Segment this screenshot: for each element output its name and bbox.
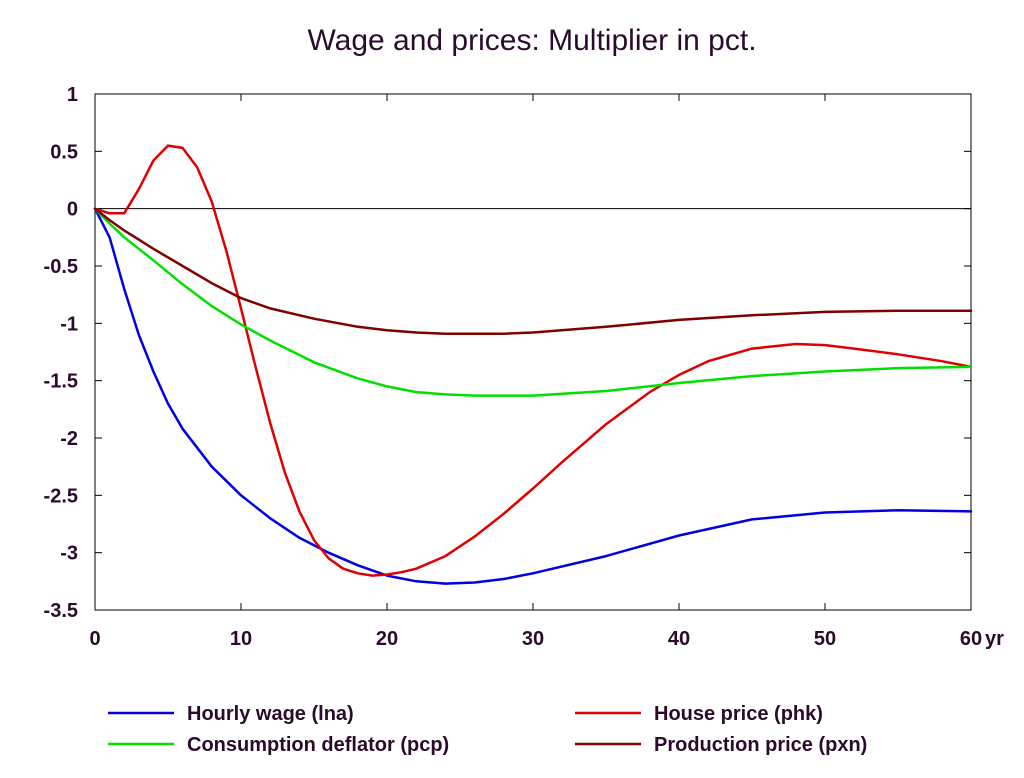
x-tick-label: 50 xyxy=(814,628,836,650)
series-line-3 xyxy=(93,207,973,397)
y-tick-label: -2 xyxy=(60,428,78,450)
y-tick-label: 0 xyxy=(67,199,78,221)
y-tick-label: -0.5 xyxy=(44,256,78,278)
legend-label: Hourly wage (lna) xyxy=(187,703,354,725)
series-line-4 xyxy=(93,207,973,335)
y-tick-label: -3.5 xyxy=(44,600,78,622)
series-line-1 xyxy=(93,207,973,585)
legend-label: House price (phk) xyxy=(654,703,823,725)
x-tick-label: 40 xyxy=(668,628,690,650)
x-tick-label: 20 xyxy=(376,628,398,650)
chart-title: Wage and prices: Multiplier in pct. xyxy=(307,24,756,57)
legend-label: Consumption deflator (pcp) xyxy=(187,734,449,756)
legend-label: Production price (pxn) xyxy=(654,734,867,756)
x-tick-label: 30 xyxy=(522,628,544,650)
y-tick-label: 0.5 xyxy=(50,141,78,163)
plot-frame xyxy=(94,93,972,611)
series-lines xyxy=(93,144,973,585)
x-unit-label: yr xyxy=(985,628,1004,650)
y-tick-label: -1 xyxy=(60,313,78,335)
x-tick-label: 10 xyxy=(230,628,252,650)
x-tick-label: 60 xyxy=(960,628,982,650)
y-tick-label: -1.5 xyxy=(44,371,78,393)
axes: 1 0.5 0 -0.5 -1 -1.5 -2 -2.5 -3 -3.5 0 10 20 30 40 50 60… xyxy=(44,84,1005,650)
x-tick-label: 0 xyxy=(89,628,100,650)
y-tick-label: -2.5 xyxy=(44,485,78,507)
legend: Hourly wage (lna) House price (phk) Consum… xyxy=(108,703,867,756)
y-tick-label: 1 xyxy=(67,84,78,106)
series-line-2 xyxy=(93,144,973,577)
y-tick-label: -3 xyxy=(60,543,78,565)
